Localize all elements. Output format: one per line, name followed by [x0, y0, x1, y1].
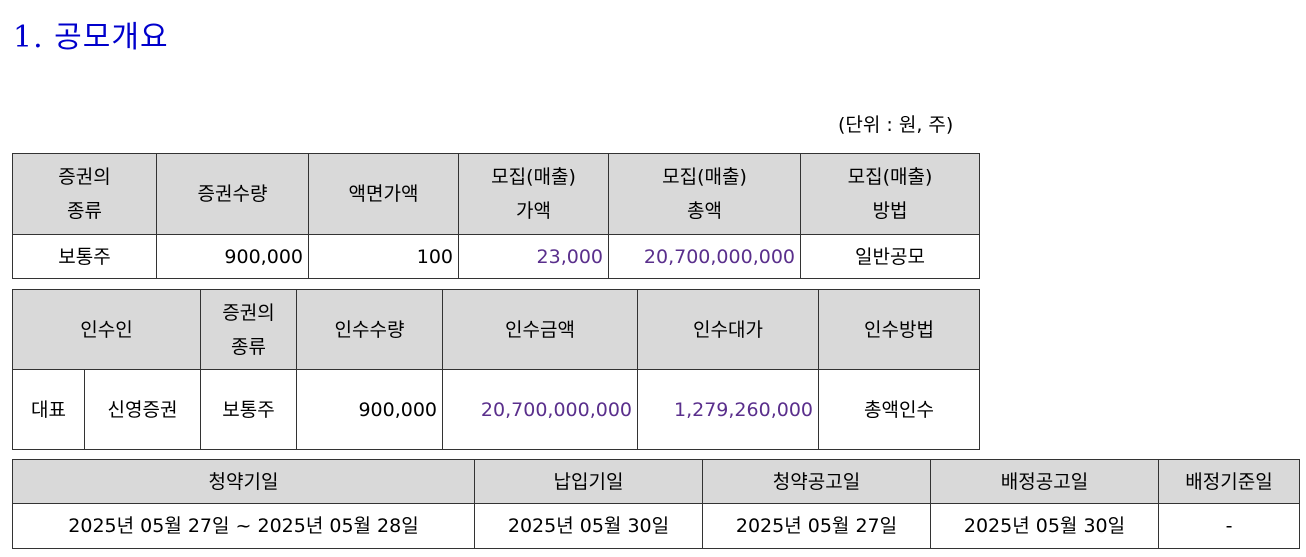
header-allocation-base-date: 배정기준일 [1158, 459, 1300, 504]
offering-price: 23,000 [458, 234, 609, 279]
underwriter-role: 대표 [12, 369, 85, 450]
header-quantity: 증권수량 [156, 153, 309, 235]
header-subscription-notice-date: 청약공고일 [702, 459, 931, 504]
header-underwriting-quantity: 인수수량 [296, 289, 444, 370]
offering-total: 20,700,000,000 [608, 234, 801, 279]
unit-note: (단위 : 원, 주) [838, 114, 954, 136]
table-row: 대표 신영증권 보통주 900,000 20,700,000,000 1,279… [12, 369, 981, 450]
security-type: 보통주 [12, 234, 157, 279]
underwriting-quantity: 900,000 [296, 369, 444, 450]
table-row: 2025년 05월 27일 ~ 2025년 05월 28일 2025년 05월 … [12, 503, 1300, 549]
offering-method: 일반공모 [800, 234, 980, 279]
allocation-base-date: - [1158, 503, 1300, 549]
section-title: 1. 공모개요 [13, 20, 169, 55]
schedule-header-row: 청약기일 납입기일 청약공고일 배정공고일 배정기준일 [12, 459, 1300, 504]
schedule-table: 청약기일 납입기일 청약공고일 배정공고일 배정기준일 2025년 05월 27… [12, 459, 1300, 549]
header-par-value: 액면가액 [308, 153, 459, 235]
underwriting-table: 인수인 증권의 종류 인수수량 인수금액 인수대가 인수방법 대표 신영증권 보통… [11, 289, 981, 450]
header-offering-total: 모집(매출) 총액 [608, 153, 801, 235]
subscription-notice-date: 2025년 05월 27일 [702, 503, 931, 549]
table-row: 보통주 900,000 100 23,000 20,700,000,000 일반… [12, 234, 980, 279]
underwriting-amount: 20,700,000,000 [442, 369, 639, 450]
subscription-date: 2025년 05월 27일 ~ 2025년 05월 28일 [12, 503, 475, 549]
header-offering-price: 모집(매출) 가액 [458, 153, 609, 235]
header-allocation-notice-date: 배정공고일 [930, 459, 1159, 504]
security-type: 보통주 [200, 369, 298, 450]
underwriter-name: 신영증권 [83, 369, 202, 450]
quantity: 900,000 [156, 234, 309, 279]
par-value: 100 [308, 234, 459, 279]
header-security-type: 증권의 종류 [200, 289, 298, 370]
underwriting-method: 총액인수 [818, 369, 981, 450]
allocation-notice-date: 2025년 05월 30일 [930, 503, 1159, 549]
underwriting-fee: 1,279,260,000 [637, 369, 820, 450]
header-offering-method: 모집(매출) 방법 [800, 153, 980, 235]
offering-table: 증권의 종류 증권수량 액면가액 모집(매출) 가액 모집(매출) 총액 모집(매출)… [12, 153, 980, 279]
header-underwriting-fee: 인수대가 [637, 289, 820, 370]
offering-header-row: 증권의 종류 증권수량 액면가액 모집(매출) 가액 모집(매출) 총액 모집(매출)… [12, 153, 980, 235]
payment-date: 2025년 05월 30일 [474, 503, 703, 549]
header-underwriting-method: 인수방법 [818, 289, 981, 370]
underwriting-header-row: 인수인 증권의 종류 인수수량 인수금액 인수대가 인수방법 [11, 289, 981, 370]
header-subscription-date: 청약기일 [12, 459, 475, 504]
header-underwriter: 인수인 [11, 289, 202, 370]
header-security-type: 증권의 종류 [12, 153, 157, 235]
header-underwriting-amount: 인수금액 [442, 289, 639, 370]
header-payment-date: 납입기일 [474, 459, 703, 504]
